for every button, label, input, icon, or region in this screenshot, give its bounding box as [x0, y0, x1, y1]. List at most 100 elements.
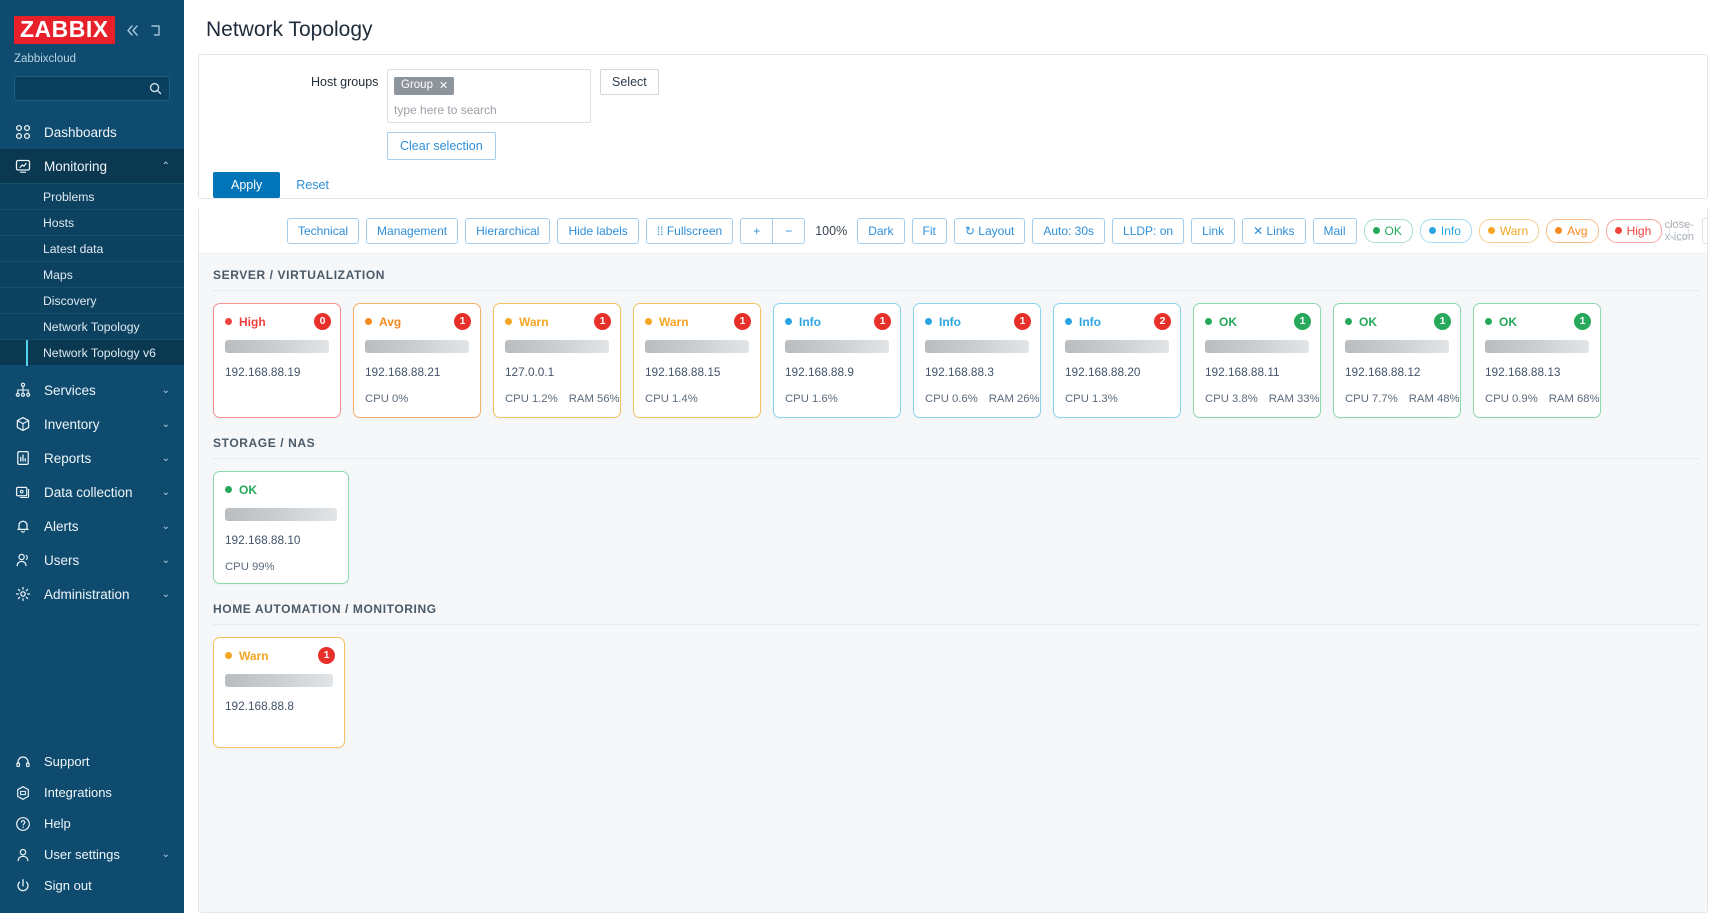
host-groups-multiselect[interactable]: Group ✕	[387, 69, 591, 123]
sidebar-header: ZABBIX Zabbixcloud	[0, 0, 184, 101]
metric-ram: RAM 68%	[1548, 392, 1600, 405]
hostname-redacted	[505, 339, 609, 353]
zoom-in-button[interactable]: +	[740, 217, 774, 244]
host-status: OK	[1499, 314, 1517, 329]
status-dot-warn	[645, 318, 652, 326]
sidebar-item-users[interactable]: Users ⌄	[0, 543, 184, 577]
fit-button[interactable]: Fit	[911, 217, 947, 244]
host-ip: 192.168.88.21	[365, 364, 441, 379]
hide-labels-button[interactable]: Hide labels	[557, 217, 639, 244]
severity-filter-info[interactable]: Info	[1419, 218, 1472, 243]
reset-button[interactable]: Reset	[280, 171, 345, 198]
sidebar-item-integrations[interactable]: Integrations	[0, 777, 184, 808]
sidebar-item-reports[interactable]: Reports ⌄	[0, 441, 184, 475]
sidebar-item-help[interactable]: Help	[0, 808, 184, 839]
pin-icon[interactable]	[150, 24, 164, 37]
host-card[interactable]: Warn 1 127.0.0.1 CPU 1.2% RAM 56%	[493, 302, 621, 418]
sidebar-item-hosts[interactable]: Hosts	[0, 209, 184, 235]
host-card[interactable]: OK 1 192.168.88.12 CPU 7.7% RAM 48%	[1333, 302, 1461, 418]
sidebar-item-label: Administration	[44, 586, 130, 602]
integrations-icon	[14, 784, 31, 801]
host-card[interactable]: Info 2 192.168.88.20 CPU 1.3%	[1053, 302, 1181, 418]
host-card-header: OK	[1205, 315, 1309, 329]
severity-filter-ok[interactable]: OK	[1363, 218, 1413, 243]
links-button[interactable]: ✕ Links	[1242, 217, 1306, 244]
services-icon	[14, 382, 31, 399]
sidebar-item-alerts[interactable]: Alerts ⌄	[0, 509, 184, 543]
group-title: STORAGE / NAS	[213, 435, 316, 450]
sidebar-item-discovery[interactable]: Discovery	[0, 287, 184, 313]
fullscreen-button[interactable]: ⁞⁞ Fullscreen	[645, 217, 734, 244]
host-ip: 192.168.88.20	[1065, 364, 1141, 379]
sidebar-item-problems[interactable]: Problems	[0, 183, 184, 209]
host-groups-search-input[interactable]	[394, 102, 584, 117]
host-card-list: High 0 192.168.88.19 Avg	[199, 302, 1707, 418]
sidebar-logo-row: ZABBIX	[0, 14, 184, 44]
dark-mode-button[interactable]: Dark	[857, 217, 905, 244]
host-card[interactable]: Warn 1 192.168.88.15 CPU 1.4%	[633, 302, 761, 418]
status-dot-high	[1614, 227, 1622, 235]
status-dot-ok	[1345, 318, 1352, 326]
host-group-chip[interactable]: Group ✕	[394, 76, 455, 95]
select-button[interactable]: Select	[600, 69, 659, 95]
host-card[interactable]: Info 1 192.168.88.3 CPU 0.6% RAM 26%	[913, 302, 1041, 418]
hostname-redacted	[365, 339, 469, 353]
sidebar-item-label: Data collection	[44, 484, 133, 500]
filter-panel: Host groups Group ✕ Clear selection Sele…	[198, 54, 1708, 199]
host-metrics: CPU 1.3%	[1065, 393, 1169, 405]
sidebar-item-maps[interactable]: Maps	[0, 261, 184, 287]
clear-selection-button[interactable]: Clear selection	[387, 131, 496, 160]
search-host-input[interactable]	[1702, 217, 1707, 244]
sidebar-item-administration[interactable]: Administration ⌄	[0, 577, 184, 611]
host-metrics: CPU 0.9% RAM 68%	[1485, 393, 1600, 405]
severity-filter-avg[interactable]: Avg	[1546, 218, 1599, 243]
view-technical-button[interactable]: Technical	[287, 217, 360, 244]
sidebar-item-latest-data[interactable]: Latest data	[0, 235, 184, 261]
sidebar-item-network-topology[interactable]: Network Topology	[0, 313, 184, 339]
metric-cpu: CPU 1.4%	[645, 392, 698, 405]
sidebar-item-support[interactable]: Support	[0, 746, 184, 777]
host-card[interactable]: OK 1 192.168.88.11 CPU 3.8% RAM 33%	[1193, 302, 1321, 418]
sub-item-label: Discovery	[43, 293, 97, 308]
view-hierarchical-button[interactable]: Hierarchical	[465, 217, 551, 244]
host-card[interactable]: Info 1 192.168.88.9 CPU 1.6%	[773, 302, 901, 418]
mail-button[interactable]: Mail	[1312, 217, 1357, 244]
sub-item-label: Problems	[43, 189, 95, 204]
sidebar-item-monitoring[interactable]: Monitoring ⌃	[0, 149, 184, 183]
chip-remove-icon[interactable]: ✕	[438, 79, 449, 92]
status-dot-warn	[225, 652, 232, 660]
view-management-button[interactable]: Management	[366, 217, 459, 244]
sidebar-search[interactable]	[14, 76, 170, 101]
zoom-out-button[interactable]: −	[772, 217, 806, 244]
sidebar-item-network-topology-v6[interactable]: Network Topology v6	[0, 339, 184, 366]
host-card-header: Info	[1065, 315, 1169, 329]
sidebar-item-dashboards[interactable]: Dashboards	[0, 115, 184, 149]
layout-button[interactable]: ↻ Layout	[953, 217, 1026, 244]
link-button[interactable]: Link	[1191, 217, 1236, 244]
host-card[interactable]: Warn 1 192.168.88.8	[213, 636, 345, 748]
host-card[interactable]: High 0 192.168.88.19	[213, 302, 341, 418]
host-card[interactable]: OK 192.168.88.10 CPU 99%	[213, 470, 349, 584]
sidebar-item-inventory[interactable]: Inventory ⌄	[0, 407, 184, 441]
host-card-header: Warn	[505, 315, 609, 329]
clear-severity-filters-icon[interactable]: close-x-icon	[1664, 218, 1694, 243]
report-icon	[14, 450, 31, 467]
sidebar-item-label: Sign out	[44, 878, 92, 893]
data-collection-icon	[14, 484, 31, 501]
apply-button[interactable]: Apply	[213, 171, 281, 198]
chevron-double-left-icon[interactable]	[125, 24, 140, 37]
severity-filter-high[interactable]: High	[1605, 218, 1663, 243]
severity-filter-warn[interactable]: Warn	[1478, 218, 1540, 243]
help-icon	[14, 815, 31, 832]
problem-count-badge: 1	[1574, 312, 1591, 330]
host-card[interactable]: OK 1 192.168.88.13 CPU 0.9% RAM 68%	[1473, 302, 1601, 418]
sidebar-item-data-collection[interactable]: Data collection ⌄	[0, 475, 184, 509]
sidebar-item-sign-out[interactable]: Sign out	[0, 870, 184, 901]
host-card[interactable]: Avg 1 192.168.88.21 CPU 0%	[353, 302, 481, 418]
sidebar-item-user-settings[interactable]: User settings ⌄	[0, 839, 184, 870]
lldp-toggle-button[interactable]: LLDP: on	[1112, 217, 1185, 244]
auto-refresh-button[interactable]: Auto: 30s	[1032, 217, 1106, 244]
hostname-redacted	[1485, 339, 1589, 353]
gear-icon	[14, 586, 31, 603]
sidebar-item-services[interactable]: Services ⌄	[0, 373, 184, 407]
